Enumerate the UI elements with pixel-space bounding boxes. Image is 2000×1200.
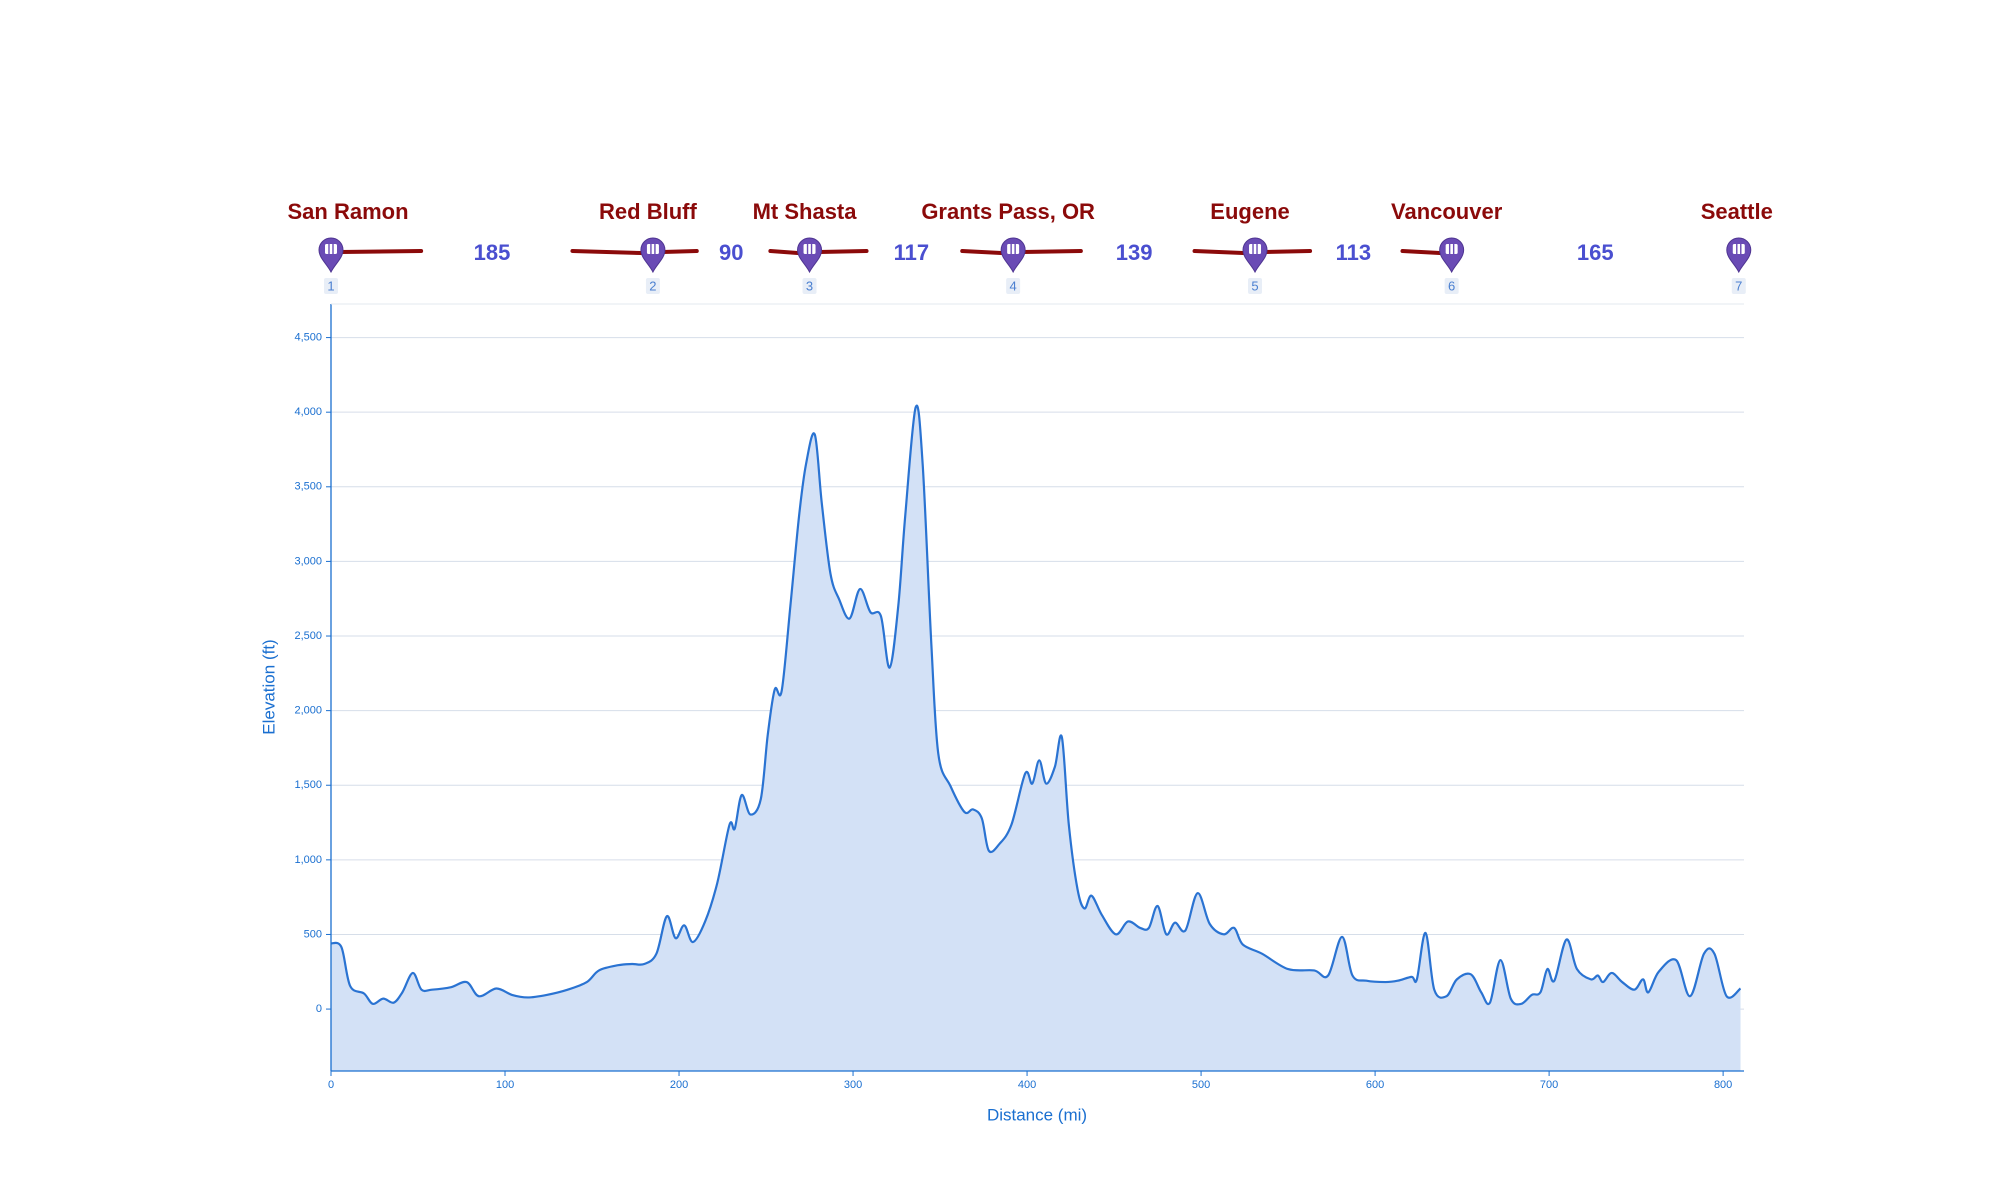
pin-icon [325, 244, 337, 254]
stop-number-box [1731, 278, 1746, 294]
stop-name: Red Bluff [599, 199, 697, 224]
y-tick-label: 1,000 [294, 854, 322, 866]
pin [640, 237, 666, 274]
pin-icon [1445, 244, 1458, 254]
stop-marker [1726, 237, 1752, 274]
route-fragment [1263, 249, 1313, 254]
stop-number-box [324, 278, 338, 294]
y-tick-label: 2,000 [294, 705, 322, 717]
pin-icon-fold [806, 244, 813, 254]
stop-number-box [802, 278, 817, 294]
stop-number: 5 [1251, 278, 1258, 293]
stop-number-box [645, 278, 660, 294]
stop-marker [797, 237, 823, 274]
pin-icon-fold [1736, 244, 1742, 254]
pin-icon-fold [650, 244, 656, 254]
y-tick-label: 500 [304, 928, 322, 940]
area-fill [331, 405, 1741, 1072]
x-tick-label: 600 [1366, 1079, 1384, 1091]
pin [1000, 237, 1026, 274]
route-fragment [660, 249, 699, 254]
stop-number-box [1006, 278, 1021, 294]
pin-icon [1732, 244, 1745, 254]
leg-distance: 117 [894, 240, 930, 265]
route-fragment [1192, 249, 1246, 255]
y-tick-label: 0 [316, 1003, 322, 1015]
pin-icon-fold [328, 244, 334, 254]
leg-distance: 90 [719, 240, 743, 265]
stop-number: 3 [806, 278, 813, 293]
stop-name: San Ramon [287, 199, 408, 224]
stop-marker [1000, 237, 1026, 274]
route-fragment [339, 249, 424, 254]
pin-icon-fold [1252, 244, 1258, 254]
route-fragment [1400, 249, 1442, 255]
leg-distance: 139 [1116, 240, 1153, 265]
stop-number: 7 [1735, 278, 1742, 293]
leg-distance: 113 [1336, 240, 1372, 265]
x-axis-title: Distance (mi) [987, 1105, 1087, 1124]
x-tick-label: 100 [496, 1079, 514, 1091]
route-fragment [817, 249, 869, 254]
leg-distance: 185 [474, 240, 511, 265]
stop-name: Eugene [1210, 199, 1289, 224]
stop-name: Mt Shasta [753, 199, 858, 224]
stop-number: 2 [649, 278, 656, 293]
pin [1726, 237, 1752, 274]
pin-icon-fold [1010, 244, 1016, 254]
pin [1242, 237, 1268, 274]
stop-name: Vancouver [1391, 199, 1503, 224]
leg-distance: 165 [1577, 240, 1614, 265]
stop-marker [640, 237, 666, 274]
route-fragment [768, 249, 800, 255]
pin-icon [646, 244, 659, 254]
pin-icon-fold [1448, 244, 1455, 254]
y-tick-label: 2,500 [294, 630, 322, 642]
route-fragment [1021, 249, 1083, 254]
stop-name: Grants Pass, OR [921, 199, 1095, 224]
pin [1439, 237, 1465, 274]
route-fragment [570, 249, 643, 255]
stop-number-box [1444, 278, 1459, 294]
x-tick-label: 500 [1192, 1079, 1210, 1091]
stop-number: 6 [1448, 278, 1455, 293]
pin-icon [1007, 244, 1020, 254]
pin-icon [1249, 244, 1262, 254]
stop-name: Seattle [1701, 199, 1773, 224]
pin [318, 237, 344, 274]
y-tick-label: 4,000 [294, 406, 322, 418]
stop-marker [1439, 237, 1465, 274]
x-tick-label: 400 [1018, 1079, 1036, 1091]
stop-marker [318, 237, 344, 274]
stop-marker [1242, 237, 1268, 274]
y-tick-label: 3,000 [294, 555, 322, 567]
x-tick-label: 0 [328, 1079, 334, 1091]
x-tick-label: 300 [844, 1079, 862, 1091]
y-axis-title: Elevation (ft) [259, 639, 278, 734]
x-tick-label: 200 [670, 1079, 688, 1091]
y-tick-label: 1,500 [294, 779, 322, 791]
stop-number-box [1248, 278, 1263, 294]
y-tick-label: 3,500 [294, 481, 322, 493]
pin [797, 237, 823, 274]
stop-number: 1 [327, 278, 334, 293]
x-tick-label: 800 [1714, 1079, 1732, 1091]
pin-icon [803, 244, 816, 254]
elevation-line [330, 404, 1742, 1006]
x-tick-label: 700 [1540, 1079, 1558, 1091]
y-tick-label: 4,500 [294, 331, 322, 343]
stop-number: 4 [1010, 278, 1017, 293]
route-fragment [960, 249, 1004, 255]
